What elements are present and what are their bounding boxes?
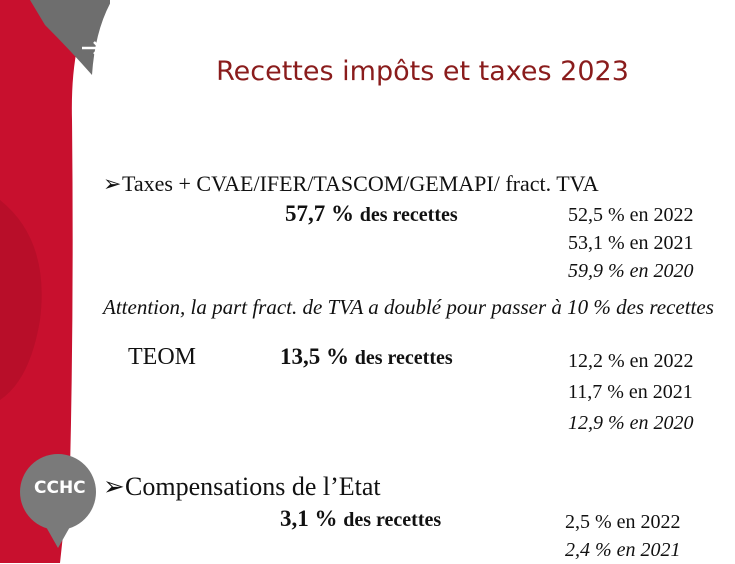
history: 2,5 % en 2022 2,4 % en 2021	[565, 508, 681, 564]
history: 52,5 % en 2022 53,1 % en 2021 59,9 % en …	[568, 201, 694, 285]
bullet-marker: ➢	[103, 472, 125, 501]
share-text: des recettes	[343, 509, 442, 531]
grey-tab	[30, 0, 110, 75]
arrow-icon	[82, 41, 102, 55]
logo-text: CCHC	[34, 478, 86, 498]
history-item: 11,7 % en 2021	[568, 381, 693, 403]
share-value: 57,7 %	[285, 201, 354, 226]
share: 3,1 % des recettes	[280, 506, 441, 532]
share-value: 3,1 %	[280, 506, 338, 531]
share: 13,5 % des recettes	[280, 344, 453, 370]
bullet-marker: ➢	[103, 171, 122, 196]
history-item: 53,1 % en 2021	[568, 232, 694, 254]
logo-pin	[45, 525, 71, 548]
side-decoration	[0, 0, 110, 563]
history-item: 12,2 % en 2022	[568, 350, 694, 372]
history-item: 52,5 % en 2022	[568, 204, 694, 226]
logo-circle	[20, 454, 96, 530]
history-item: 2,5 % en 2022	[565, 511, 681, 533]
section-heading: TEOM	[128, 344, 196, 370]
share: 57,7 % des recettes	[285, 201, 458, 227]
history-item: 59,9 % en 2020	[568, 260, 694, 282]
share-text: des recettes	[359, 204, 458, 226]
section-heading: Taxes + CVAE/IFER/TASCOM/GEMAPI/ fract. …	[122, 171, 599, 196]
shade	[0, 200, 42, 400]
share-text: des recettes	[354, 347, 453, 369]
note: Attention, la part fract. de TVA a doubl…	[103, 295, 714, 319]
share-value: 13,5 %	[280, 344, 349, 369]
slide-title: Recettes impôts et taxes 2023	[216, 56, 629, 87]
section-heading: Compensations de l’Etat	[125, 472, 381, 501]
history-item: 2,4 % en 2021	[565, 539, 681, 561]
history: 12,2 % en 2022 11,7 % en 2021 12,9 % en …	[568, 346, 694, 439]
history-item: 12,9 % en 2020	[568, 412, 694, 434]
red-strip	[0, 0, 95, 563]
